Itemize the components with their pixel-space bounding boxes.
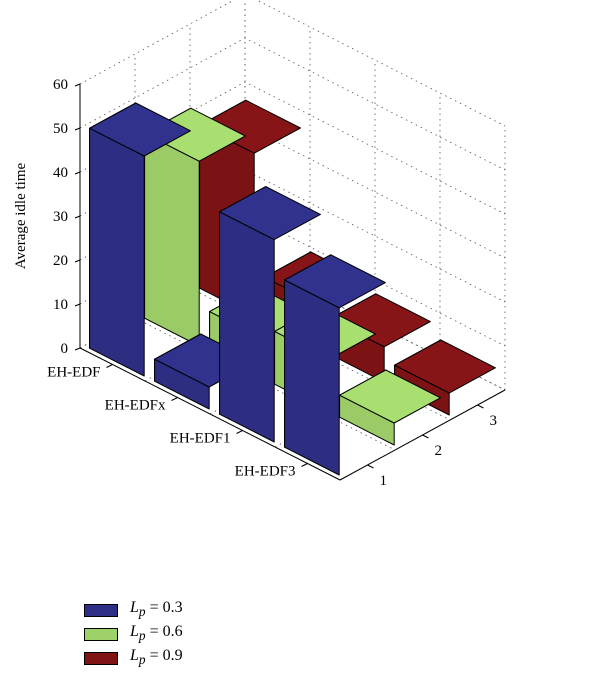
legend-swatch	[84, 651, 118, 665]
z-tick	[74, 347, 81, 351]
bar-front-face	[219, 211, 275, 443]
category-tick-label: EH-EDF	[47, 365, 100, 381]
legend-swatch	[84, 603, 118, 617]
depth-tick	[422, 434, 429, 439]
bar-top-face	[339, 369, 441, 424]
z-tick	[74, 171, 81, 175]
category-tick	[106, 364, 113, 368]
bar-top-face	[284, 254, 386, 309]
depth-tick	[367, 464, 374, 469]
depth-tick	[477, 404, 484, 409]
depth-tick-label: 2	[435, 443, 443, 459]
bar	[284, 254, 386, 476]
category-tick	[301, 463, 308, 467]
category-tick-label: EH-EDF3	[235, 464, 296, 480]
depth-tick-label: 3	[490, 413, 498, 429]
category-tick	[171, 397, 178, 401]
bar	[89, 102, 191, 377]
z-tick-label: 10	[53, 297, 68, 313]
z-tick	[74, 215, 81, 219]
bar-front-face	[284, 279, 340, 476]
z-tick	[74, 259, 81, 263]
legend-item-lp-0.6: Lp = 0.6	[84, 622, 183, 646]
legend-item-lp-0.3: Lp = 0.3	[84, 598, 183, 622]
z-axis-label: Average idle time	[13, 162, 29, 269]
bar-top-face	[219, 186, 321, 241]
bar	[339, 369, 441, 446]
bars	[89, 99, 496, 476]
legend-label: Lp = 0.3	[130, 599, 183, 620]
legend-item-lp-0.9: Lp = 0.9	[84, 646, 183, 670]
z-tick-label: 40	[53, 165, 68, 181]
bar	[219, 186, 321, 443]
bar-front-face	[144, 132, 200, 347]
category-axis-line	[79, 347, 341, 481]
z-tick-label: 30	[53, 209, 68, 225]
legend-label: Lp = 0.9	[130, 647, 183, 668]
z-tick-label: 0	[61, 341, 69, 357]
legend-swatch	[84, 627, 118, 641]
category-tick-label: EH-EDF1	[170, 431, 231, 447]
z-tick-label: 60	[53, 77, 68, 93]
z-tick-label: 20	[53, 253, 68, 269]
bar-top-face	[89, 102, 191, 157]
bar	[394, 339, 496, 416]
category-tick-label: EH-EDFx	[105, 398, 166, 414]
category-tick	[236, 430, 243, 434]
bar-top-face	[394, 339, 496, 394]
bar-top-face	[199, 99, 301, 154]
grid-line	[134, 317, 396, 451]
bar-chart-3d: 0 10 20 30 40 50 60 Average idle time EH-EDF EH-E…	[13, 0, 506, 489]
z-tick	[74, 127, 81, 131]
z-tick-label: 50	[53, 121, 68, 137]
bar	[144, 107, 246, 347]
legend-label: Lp = 0.6	[130, 623, 183, 644]
z-tick	[74, 303, 81, 307]
tick-labels: 0 10 20 30 40 50 60 Average idle time EH-EDF EH-E…	[13, 77, 497, 489]
depth-tick-label: 1	[380, 473, 388, 489]
z-tick	[74, 83, 81, 87]
legend: Lp = 0.3 Lp = 0.6 Lp = 0.9	[84, 598, 183, 670]
bar-front-face	[89, 127, 145, 377]
